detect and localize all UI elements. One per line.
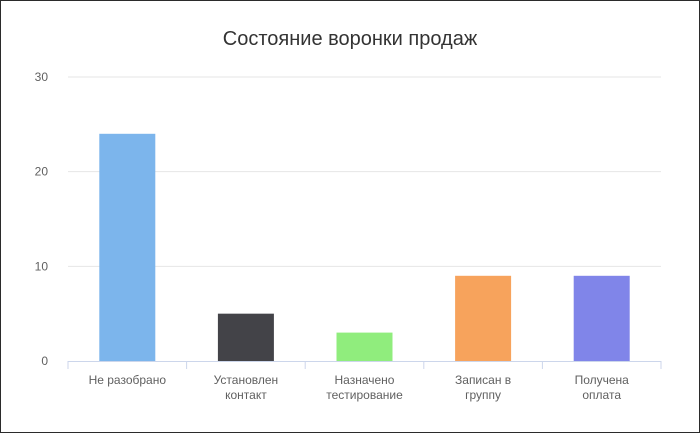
- bar: [217, 313, 274, 361]
- y-tick-label: 0: [41, 354, 48, 368]
- bar: [336, 332, 393, 361]
- x-tick-label: Не разобрано: [89, 373, 167, 387]
- x-tick-label: Установлен контакт: [214, 373, 279, 402]
- y-tick-label: 10: [35, 259, 49, 273]
- x-tick-label: Записан в группу: [455, 373, 511, 402]
- x-tick-label: Получена оплата: [575, 373, 630, 402]
- bar: [99, 133, 156, 361]
- y-tick-label: 20: [35, 165, 49, 179]
- x-tick-label: Назначено тестирование: [326, 373, 403, 402]
- x-axis: Не разобрано Установлен контакт Назначено те…: [67, 361, 662, 402]
- y-tick-label: 30: [35, 70, 49, 84]
- bar: [455, 275, 512, 361]
- bar: [573, 275, 630, 361]
- chart-title: Состояние воронки продаж: [222, 28, 478, 50]
- bars: [99, 133, 630, 361]
- y-axis: 0 10 20 30: [35, 70, 49, 368]
- grid-lines: [68, 76, 661, 267]
